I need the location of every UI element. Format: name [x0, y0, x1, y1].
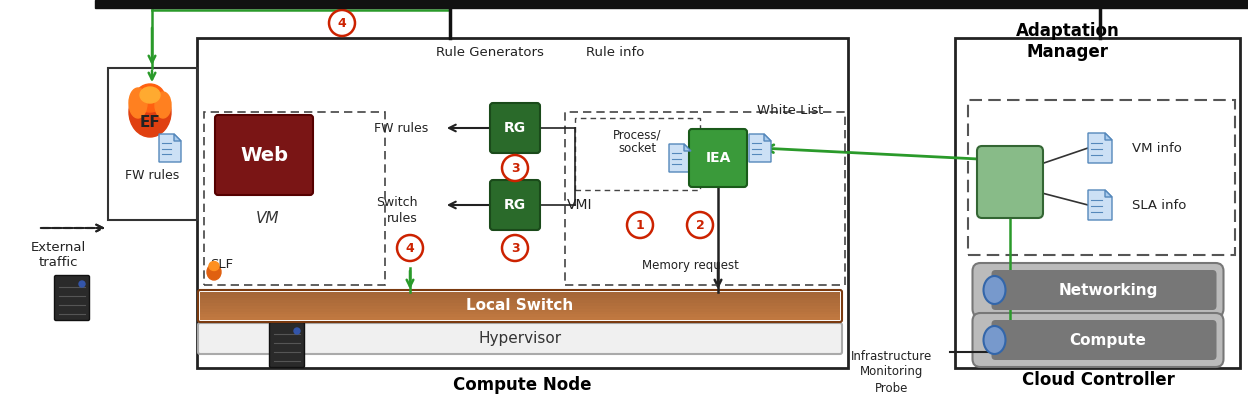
FancyBboxPatch shape	[689, 129, 748, 187]
FancyBboxPatch shape	[490, 180, 540, 230]
FancyBboxPatch shape	[55, 275, 90, 321]
Bar	[200, 295, 840, 298]
Text: VM info: VM info	[1132, 141, 1182, 155]
FancyBboxPatch shape	[991, 320, 1217, 360]
Circle shape	[502, 235, 528, 261]
Text: IEA: IEA	[705, 151, 730, 165]
Ellipse shape	[129, 87, 171, 137]
Text: 1: 1	[635, 219, 644, 231]
Text: White List: White List	[756, 104, 824, 116]
Text: 4: 4	[338, 16, 347, 30]
Text: SLA info: SLA info	[1132, 199, 1187, 212]
Text: FW rules: FW rules	[125, 169, 180, 182]
Polygon shape	[173, 134, 181, 141]
Text: 2: 2	[695, 219, 704, 231]
Bar	[95, 0, 1248, 8]
Text: Compute Node: Compute Node	[453, 376, 592, 394]
Text: Memory request: Memory request	[641, 259, 739, 272]
Bar	[200, 298, 840, 300]
Text: RG: RG	[504, 121, 527, 135]
Ellipse shape	[983, 276, 1006, 304]
Text: VM: VM	[256, 210, 280, 226]
FancyBboxPatch shape	[270, 323, 305, 367]
Circle shape	[502, 155, 528, 181]
Polygon shape	[684, 144, 691, 151]
Text: 3: 3	[510, 162, 519, 175]
Text: External
traffic: External traffic	[30, 241, 86, 269]
Bar	[203, 112, 384, 285]
Bar	[109, 68, 197, 220]
Circle shape	[329, 10, 354, 36]
Text: Switch
rules: Switch rules	[377, 196, 418, 224]
Bar	[197, 38, 847, 368]
Text: RG: RG	[504, 198, 527, 212]
Polygon shape	[1104, 190, 1112, 197]
Text: Rule info: Rule info	[585, 46, 644, 58]
Ellipse shape	[140, 87, 160, 103]
Bar	[200, 312, 840, 314]
Bar	[955, 38, 1241, 368]
Polygon shape	[669, 144, 691, 172]
Text: VMI: VMI	[568, 198, 593, 212]
Text: Adaptation
Manager: Adaptation Manager	[1016, 22, 1119, 61]
Circle shape	[79, 281, 85, 287]
Ellipse shape	[983, 326, 1006, 354]
FancyBboxPatch shape	[972, 313, 1223, 367]
Ellipse shape	[208, 261, 218, 270]
Polygon shape	[1088, 133, 1112, 163]
Bar	[200, 309, 840, 312]
Text: EF: EF	[140, 115, 161, 129]
Text: 4: 4	[406, 242, 414, 254]
Text: Compute: Compute	[1070, 332, 1147, 347]
Bar	[565, 112, 845, 285]
Text: Hypervisor: Hypervisor	[478, 331, 562, 346]
Text: Local Switch: Local Switch	[467, 298, 574, 314]
Ellipse shape	[129, 88, 147, 118]
Circle shape	[397, 235, 423, 261]
Text: 3: 3	[510, 242, 519, 254]
Text: FW rules: FW rules	[373, 122, 428, 134]
Text: Cloud Controller: Cloud Controller	[1022, 371, 1174, 389]
FancyBboxPatch shape	[490, 103, 540, 153]
Text: Process/: Process/	[613, 129, 661, 141]
Bar	[200, 300, 840, 303]
Bar	[200, 317, 840, 320]
Circle shape	[626, 212, 653, 238]
Text: socket: socket	[619, 141, 656, 155]
Polygon shape	[749, 134, 771, 162]
Text: Rule Generators: Rule Generators	[436, 46, 544, 58]
Bar	[200, 314, 840, 317]
Ellipse shape	[135, 84, 165, 112]
Circle shape	[295, 328, 300, 334]
FancyBboxPatch shape	[972, 263, 1223, 317]
Bar	[200, 306, 840, 309]
FancyBboxPatch shape	[977, 146, 1043, 218]
Text: Networking: Networking	[1058, 282, 1158, 298]
Text: SLF: SLF	[211, 258, 233, 270]
Ellipse shape	[155, 92, 171, 118]
FancyBboxPatch shape	[198, 323, 842, 354]
Bar	[968, 100, 1236, 255]
Polygon shape	[1088, 190, 1112, 220]
Polygon shape	[764, 134, 771, 141]
Bar	[200, 292, 840, 295]
Ellipse shape	[207, 264, 221, 280]
FancyBboxPatch shape	[215, 115, 313, 195]
Bar	[200, 303, 840, 306]
Text: Infrastructure
Monitoring
Probe: Infrastructure Monitoring Probe	[851, 349, 932, 395]
Text: Web: Web	[240, 145, 288, 164]
Polygon shape	[1104, 133, 1112, 140]
Polygon shape	[158, 134, 181, 162]
FancyBboxPatch shape	[991, 270, 1217, 310]
Bar	[575, 118, 700, 190]
Circle shape	[686, 212, 713, 238]
